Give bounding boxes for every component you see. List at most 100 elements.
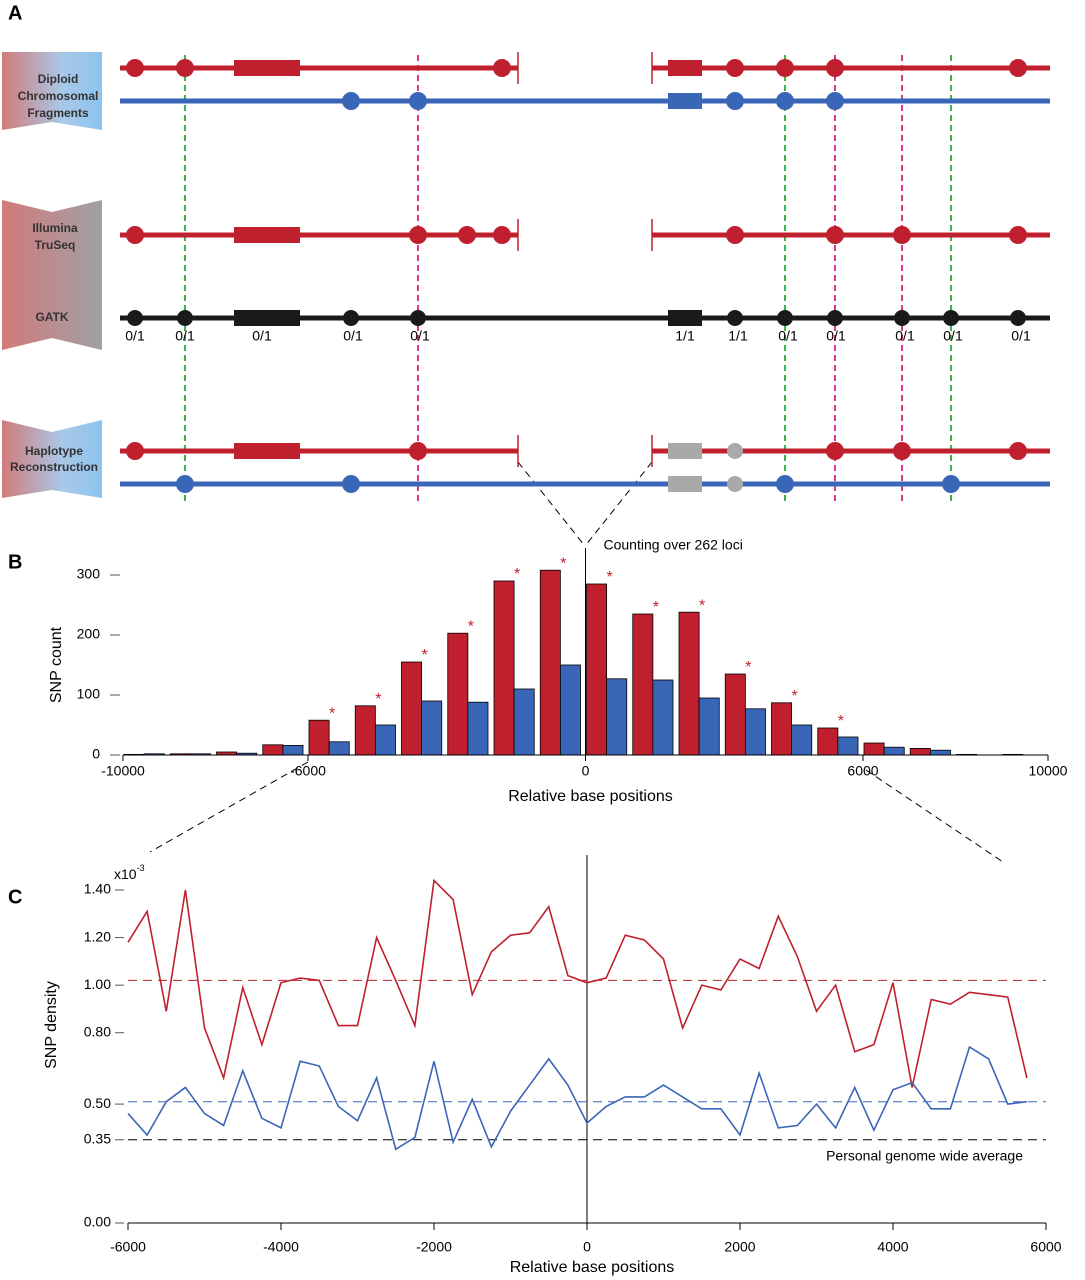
snp — [493, 226, 511, 244]
snp — [409, 442, 427, 460]
significance-mark: * — [329, 705, 335, 722]
snp — [777, 310, 793, 326]
bar — [493, 580, 515, 756]
genotype: 0/1 — [175, 328, 195, 344]
genotype: 0/1 — [895, 328, 915, 344]
snp — [893, 226, 911, 244]
reference-label: Personal genome wide average — [826, 1147, 1023, 1163]
snp — [126, 59, 144, 77]
step-arrow — [2, 52, 102, 130]
genotype: 0/1 — [125, 328, 145, 344]
y-tick-label: 0.80 — [84, 1023, 111, 1039]
significance-mark: * — [560, 555, 566, 572]
genotype: 0/1 — [343, 328, 363, 344]
bar — [374, 724, 396, 756]
bar — [401, 661, 423, 756]
bar — [863, 742, 885, 756]
bar — [421, 700, 443, 756]
genotype: 0/1 — [252, 328, 272, 344]
bar — [282, 745, 304, 756]
y-tick-label: 300 — [77, 566, 101, 582]
step-label: TruSeq — [35, 238, 76, 252]
x-tick-label: -10000 — [101, 763, 145, 779]
unphased-block — [668, 476, 702, 492]
x-tick-label: 6000 — [1030, 1239, 1061, 1255]
density-line — [127, 1045, 1027, 1151]
step-label: GATK — [35, 310, 68, 324]
snp — [410, 310, 426, 326]
bar — [632, 613, 654, 756]
bar — [308, 719, 330, 756]
snp — [493, 59, 511, 77]
genotype: 1/1 — [728, 328, 748, 344]
genotype: 0/1 — [778, 328, 798, 344]
bar — [883, 746, 905, 756]
bar — [678, 611, 700, 756]
step-label: Fragments — [27, 106, 89, 120]
unphased-block — [668, 443, 702, 459]
snp — [1009, 226, 1027, 244]
indel-block — [234, 443, 300, 459]
x-tick-label: 0 — [582, 763, 590, 779]
snp — [1009, 59, 1027, 77]
bar — [447, 632, 469, 756]
significance-mark: * — [745, 659, 751, 676]
bar — [539, 569, 561, 756]
snp — [776, 59, 794, 77]
genotype: 0/1 — [410, 328, 430, 344]
bar — [354, 705, 376, 756]
step-label: Reconstruction — [10, 460, 98, 474]
bar — [929, 749, 951, 756]
bar — [559, 664, 581, 756]
genotype: 1/1 — [675, 328, 695, 344]
genotype: 0/1 — [943, 328, 963, 344]
y-tick-label: 100 — [77, 686, 101, 702]
zoom-line — [149, 761, 309, 853]
snp — [726, 59, 744, 77]
y-tick-label: 0 — [92, 746, 100, 762]
bar — [262, 744, 284, 756]
step-label: Diploid — [38, 72, 79, 86]
snp — [343, 310, 359, 326]
snp — [826, 59, 844, 77]
x-tick-label: 10000 — [1029, 763, 1068, 779]
snp — [726, 226, 744, 244]
snp — [342, 92, 360, 110]
snp — [827, 310, 843, 326]
bar — [791, 724, 813, 756]
y-tick-label: 0.00 — [84, 1214, 111, 1230]
snp — [342, 475, 360, 493]
bar — [744, 708, 766, 756]
y-unit-exp: -3 — [137, 863, 145, 873]
bar — [837, 736, 859, 756]
y-unit-base: x10 — [114, 866, 137, 882]
y-tick-label: 200 — [77, 626, 101, 642]
bar — [467, 701, 489, 756]
snp — [943, 310, 959, 326]
indel-block — [234, 227, 300, 243]
unphased-snp — [727, 443, 743, 459]
snp — [177, 310, 193, 326]
snp — [176, 59, 194, 77]
step-label: Illumina — [32, 221, 78, 235]
snp — [409, 92, 427, 110]
significance-mark: * — [838, 713, 844, 730]
x-tick-label: -6000 — [290, 763, 326, 779]
zoom-line — [865, 769, 1004, 863]
snp — [127, 310, 143, 326]
bar — [724, 673, 746, 756]
significance-mark: * — [375, 691, 381, 708]
snp — [176, 475, 194, 493]
snp — [126, 442, 144, 460]
x-axis-title: Relative base positions — [510, 1259, 675, 1276]
snp — [826, 226, 844, 244]
x-tick-label: -4000 — [263, 1239, 299, 1255]
step-label: Chromosomal — [18, 89, 99, 103]
bar — [909, 748, 931, 756]
y-tick-label: 0.35 — [84, 1130, 111, 1146]
significance-mark: * — [422, 647, 428, 664]
bar — [513, 688, 535, 756]
snp — [458, 226, 476, 244]
x-tick-label: 2000 — [724, 1239, 755, 1255]
